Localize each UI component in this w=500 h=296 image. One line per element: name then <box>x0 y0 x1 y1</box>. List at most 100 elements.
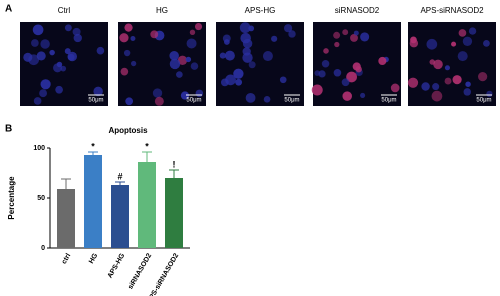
cell-nucleus <box>378 56 387 66</box>
x-tick-label: HG <box>88 252 100 265</box>
cell-nucleus <box>311 84 323 96</box>
cell-nucleus <box>49 49 55 56</box>
cell-nucleus <box>360 32 370 42</box>
cell-nucleus <box>169 58 181 70</box>
cell-nucleus <box>224 50 235 61</box>
cell-nucleus <box>288 30 296 38</box>
cell-nucleus <box>23 52 33 62</box>
cell-nucleus <box>407 77 419 88</box>
cell-nucleus <box>194 22 203 31</box>
cell-nucleus <box>342 91 352 101</box>
cell-nucleus <box>125 97 134 106</box>
cell-nucleus <box>353 30 359 36</box>
micrograph <box>408 22 496 106</box>
bar <box>111 185 129 248</box>
cell-nucleus <box>235 78 243 86</box>
cell-nucleus <box>154 96 164 106</box>
cell-nucleus <box>130 60 137 67</box>
cell-nucleus <box>39 89 48 98</box>
cell-nucleus <box>32 24 44 36</box>
cell-nucleus <box>279 76 287 84</box>
cell-nucleus <box>390 83 400 93</box>
image-title: HG <box>156 6 168 15</box>
cell-nucleus <box>483 39 490 47</box>
y-tick-label: 0 <box>41 245 45 252</box>
cell-nucleus <box>225 74 236 86</box>
cell-nucleus <box>93 86 103 97</box>
cell-nucleus <box>333 68 342 77</box>
bar <box>165 178 183 248</box>
bar <box>57 189 75 248</box>
image-title: siRNASOD2 <box>335 6 380 15</box>
scale-label: 50μm <box>476 98 491 104</box>
y-tick-label: 50 <box>37 195 45 202</box>
cell-nucleus <box>31 39 39 47</box>
cell-nucleus <box>72 27 81 36</box>
cell-nucleus <box>271 35 278 42</box>
cell-nucleus <box>40 39 50 49</box>
significance-mark: ! <box>173 159 176 169</box>
cell-nucleus <box>421 82 430 91</box>
panel-label: A <box>5 4 12 15</box>
bar <box>84 155 102 248</box>
cell-nucleus <box>177 55 188 66</box>
cell-nucleus <box>486 90 493 98</box>
cell-nucleus <box>40 79 51 90</box>
cell-nucleus <box>123 49 131 57</box>
image-title: APS-siRNASOD2 <box>420 6 484 15</box>
cell-nucleus <box>465 81 471 87</box>
cell-nucleus <box>169 50 179 61</box>
cell-nucleus <box>233 68 244 79</box>
cell-nucleus <box>457 51 468 62</box>
cell-nucleus <box>458 29 467 37</box>
significance-mark: # <box>117 171 122 181</box>
cell-nucleus <box>176 71 183 78</box>
cell-nucleus <box>262 51 273 62</box>
x-tick-label: siRNASOD2 <box>127 252 153 290</box>
scale-label: 50μm <box>381 98 396 104</box>
cell-nucleus <box>150 30 159 39</box>
cell-nucleus <box>462 36 473 46</box>
cell-nucleus <box>321 59 330 68</box>
cell-nucleus <box>463 88 472 96</box>
cell-nucleus <box>223 39 230 45</box>
cell-nucleus <box>342 29 349 36</box>
cell-nucleus <box>152 88 163 98</box>
cell-nucleus <box>452 75 462 85</box>
cell-nucleus <box>130 36 136 42</box>
scale-label: 50μm <box>284 98 299 104</box>
cell-nucleus <box>431 90 443 102</box>
cell-nucleus <box>444 77 452 85</box>
cell-nucleus <box>263 95 271 103</box>
cell-nucleus <box>360 92 366 98</box>
cell-nucleus <box>283 24 293 33</box>
cell-nucleus <box>189 29 196 36</box>
cell-nucleus <box>36 51 46 61</box>
scale-label: 50μm <box>186 98 201 104</box>
scale-label: 50μm <box>88 98 103 104</box>
cell-nucleus <box>341 78 350 87</box>
cell-nucleus <box>318 70 326 78</box>
x-tick-label: ctrl <box>61 252 73 265</box>
cell-nucleus <box>333 31 341 39</box>
cell-nucleus <box>334 41 340 48</box>
significance-mark: * <box>145 141 149 151</box>
cell-nucleus <box>124 23 133 32</box>
cell-nucleus <box>478 71 488 82</box>
cell-nucleus <box>468 27 477 35</box>
cell-nucleus <box>409 39 419 48</box>
cell-nucleus <box>33 97 42 105</box>
y-axis-label: Percentage <box>7 176 16 220</box>
cell-nucleus <box>190 62 199 70</box>
image-title: Ctrl <box>58 6 71 15</box>
bar <box>138 162 156 248</box>
chart-title: Apoptosis <box>108 126 148 135</box>
cell-nucleus <box>180 91 190 100</box>
cell-nucleus <box>248 25 255 32</box>
cell-nucleus <box>195 89 204 98</box>
cell-nucleus <box>119 33 129 43</box>
cell-nucleus <box>219 52 226 59</box>
y-tick-label: 100 <box>33 145 45 152</box>
cell-nucleus <box>55 85 63 94</box>
cell-nucleus <box>73 33 82 43</box>
